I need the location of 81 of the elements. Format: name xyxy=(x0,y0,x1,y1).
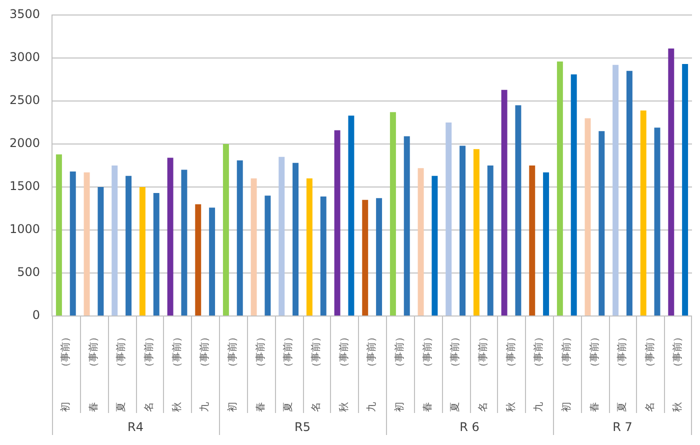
bar xyxy=(446,122,452,316)
y-tick-label: 2500 xyxy=(9,93,40,108)
bar xyxy=(348,116,354,316)
x-tick-label: 名 （事前） xyxy=(143,332,156,412)
bar xyxy=(432,176,438,316)
bar xyxy=(640,110,646,316)
y-tick-label: 3000 xyxy=(9,50,40,64)
bar xyxy=(195,204,202,316)
bar xyxy=(362,200,368,316)
bar xyxy=(654,128,660,316)
y-tick-label: 2000 xyxy=(9,136,40,150)
x-tick-label: 初 （事前） xyxy=(394,332,406,412)
y-tick-label: 3500 xyxy=(9,7,40,22)
bar xyxy=(543,172,550,316)
bar xyxy=(236,160,243,316)
bar xyxy=(98,187,104,316)
bar xyxy=(139,187,146,316)
bar xyxy=(668,48,674,316)
bar xyxy=(682,64,688,316)
bar xyxy=(153,193,160,316)
bar xyxy=(126,176,132,316)
x-tick-label: 名 （事前） xyxy=(644,332,656,412)
x-axis-title: R 7 xyxy=(612,420,632,434)
y-tick-label: 500 xyxy=(17,265,40,280)
x-tick-label: 名 （事前） xyxy=(477,332,490,412)
bar xyxy=(222,144,229,316)
bar xyxy=(376,198,382,316)
x-tick-label: 名 （事前） xyxy=(310,332,322,412)
bar xyxy=(570,74,577,316)
x-axis-title: R4 xyxy=(128,420,144,434)
bar xyxy=(598,131,605,316)
x-tick-label: 初 （事前） xyxy=(60,332,72,412)
bar xyxy=(334,130,340,316)
bar xyxy=(460,146,466,316)
x-tick-label: 九 （事前） xyxy=(532,332,545,412)
bar xyxy=(501,90,508,316)
x-tick-label: 秋 （事前） xyxy=(338,332,350,412)
bar xyxy=(487,166,494,316)
x-tick-label: 九 （事前） xyxy=(366,332,378,412)
x-tick-label: 秋 （事前） xyxy=(170,332,183,412)
y-tick-label: 0 xyxy=(32,308,40,322)
x-tick-label: 初 （事前） xyxy=(560,332,572,412)
y-tick-label: 1500 xyxy=(9,179,40,194)
x-tick-label: 秋 （事前） xyxy=(672,332,684,412)
bar xyxy=(250,178,257,316)
x-tick-label: 夏 （事前） xyxy=(449,332,462,412)
x-tick-label: 春 （事前） xyxy=(588,332,600,412)
bar xyxy=(209,208,216,316)
bar xyxy=(320,196,326,316)
bar xyxy=(473,149,480,316)
bar xyxy=(529,166,536,316)
bar xyxy=(278,156,285,316)
bar xyxy=(556,61,563,316)
y-tick-label: 1000 xyxy=(9,222,40,236)
bar xyxy=(390,112,396,316)
bar xyxy=(584,118,591,316)
x-tick-label: 春 （事前） xyxy=(254,332,266,412)
bar xyxy=(418,168,424,316)
x-tick-label: 春 （事前） xyxy=(421,332,434,412)
bar xyxy=(167,158,174,316)
bar xyxy=(626,70,632,316)
bar xyxy=(306,178,312,316)
x-tick-label: 夏 （事前） xyxy=(115,332,128,412)
x-tick-label: 夏 （事前） xyxy=(616,332,628,412)
bar xyxy=(56,154,62,316)
bar xyxy=(515,105,522,316)
x-tick-label: 秋 （事前） xyxy=(504,332,517,412)
bar xyxy=(112,166,118,316)
bar xyxy=(404,136,410,316)
x-tick-label: 初 （事前） xyxy=(226,332,239,412)
bar xyxy=(84,172,90,316)
x-tick-label: 九 （事前） xyxy=(198,332,211,412)
bar xyxy=(264,196,271,316)
x-axis-title: R 6 xyxy=(460,420,480,434)
bar xyxy=(292,162,299,316)
bar xyxy=(612,64,619,316)
bar xyxy=(181,170,188,316)
x-tick-label: 夏 （事前） xyxy=(282,332,294,412)
x-axis-title: R5 xyxy=(294,420,310,434)
bar xyxy=(70,172,76,316)
x-tick-label: 春 （事前） xyxy=(87,332,100,412)
